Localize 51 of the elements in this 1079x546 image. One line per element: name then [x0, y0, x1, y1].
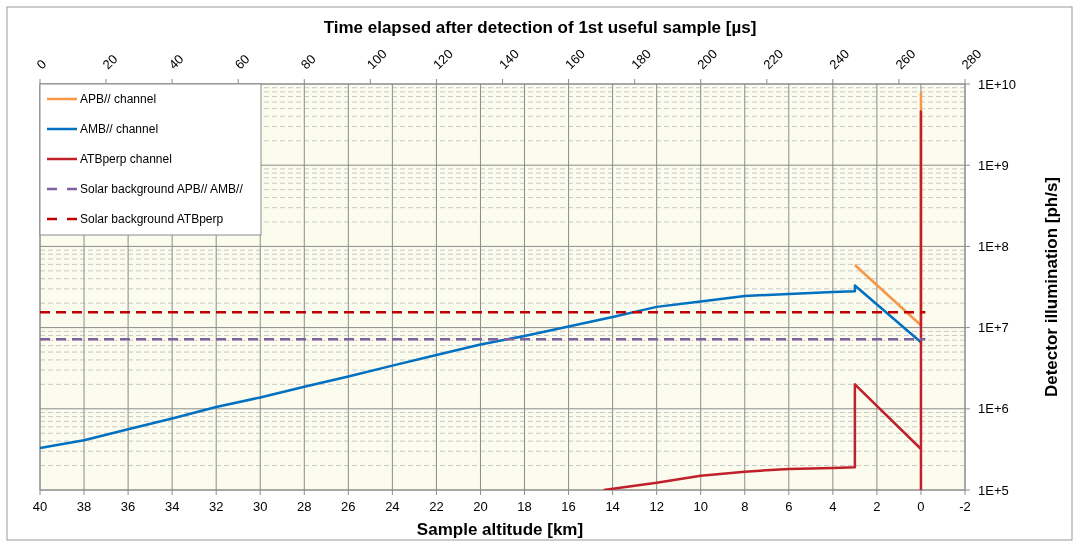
- x-tick-label: 26: [341, 499, 356, 514]
- x-tick-label: 6: [785, 499, 793, 514]
- legend-label: Solar background ATBperp: [80, 212, 224, 227]
- x2-tick-label: 120: [429, 46, 456, 73]
- y-tick-label: 1E+10: [978, 76, 1016, 92]
- x2-tick-label: 80: [297, 51, 319, 73]
- y-tick-label: 1E+7: [978, 320, 1009, 336]
- x-tick-label: 38: [76, 499, 92, 514]
- x-tick-label: 24: [385, 499, 400, 514]
- x-tick-label: 32: [208, 499, 224, 514]
- x2-tick-label: 40: [165, 51, 187, 73]
- x2-tick-label: 240: [826, 46, 853, 73]
- x-tick-label: 10: [693, 499, 708, 514]
- x2-tick-label: 180: [628, 46, 655, 73]
- y-tick-label: 1E+9: [978, 157, 1009, 173]
- x2-tick-label: 0: [33, 56, 50, 73]
- x-tick-label: 8: [741, 499, 749, 514]
- x-tick-label: 40: [32, 499, 48, 514]
- x-tick-label: 0: [917, 499, 925, 514]
- legend-label: APB// channel: [80, 92, 157, 107]
- legend-label: AMB// channel: [80, 122, 159, 137]
- x2-tick-label: 220: [760, 46, 787, 73]
- x-tick-label: 18: [517, 499, 532, 514]
- x2-axis-title: Time elapsed after detection of 1st useful sample [µs]: [323, 18, 757, 37]
- x-tick-label: 22: [429, 499, 444, 514]
- x2-tick-label: 140: [496, 46, 522, 73]
- x2-tick-label: 100: [363, 46, 390, 73]
- x-tick-label: 36: [120, 499, 136, 514]
- x2-tick-label: 260: [892, 46, 919, 73]
- x2-tick-label: 200: [694, 46, 721, 73]
- x-tick-label: 14: [605, 499, 620, 514]
- x-tick-label: 30: [253, 499, 268, 514]
- y-tick-label: 1E+5: [978, 482, 1009, 498]
- x-tick-label: -2: [959, 499, 971, 514]
- x2-tick-label: 280: [958, 46, 985, 73]
- legend-label: Solar background APB// AMB//: [80, 182, 244, 197]
- legend-label: ATBperp channel: [80, 152, 172, 167]
- x-tick-label: 20: [473, 499, 488, 514]
- x-tick-label: 2: [873, 499, 881, 514]
- x-tick-label: 12: [649, 499, 664, 514]
- y-tick-label: 1E+8: [978, 238, 1009, 254]
- x2-tick-label: 60: [231, 51, 253, 73]
- x-tick-label: 28: [297, 499, 312, 514]
- x2-tick-label: 160: [562, 46, 589, 73]
- x-tick-label: 4: [829, 499, 837, 514]
- x2-tick-label: 20: [99, 51, 121, 73]
- x-axis-title: Sample altitude [km]: [416, 520, 584, 539]
- x-tick-label: 16: [561, 499, 576, 514]
- y-axis-title: Detector illumination [ph/s]: [1042, 176, 1061, 398]
- y-tick-label: 1E+6: [978, 401, 1009, 417]
- x-tick-label: 34: [164, 499, 180, 514]
